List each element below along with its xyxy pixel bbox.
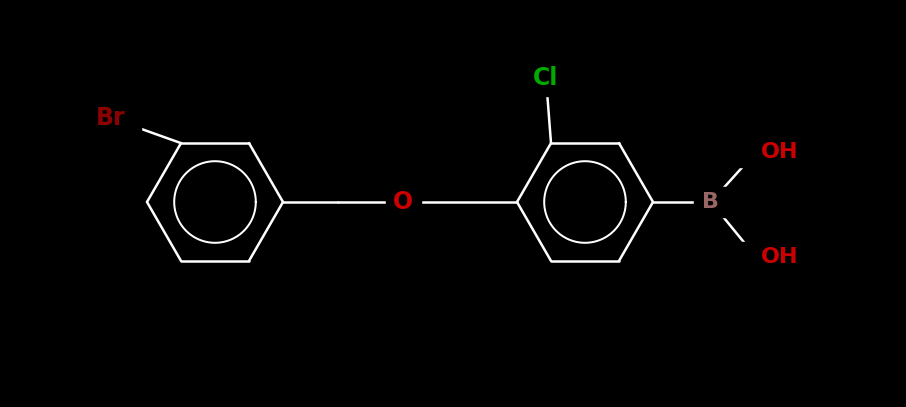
Bar — [693, 187, 728, 217]
Text: OH: OH — [761, 247, 798, 267]
Bar — [731, 242, 781, 272]
Text: Cl: Cl — [534, 66, 559, 90]
Text: B: B — [702, 192, 719, 212]
Bar — [81, 101, 141, 136]
Text: Br: Br — [96, 106, 126, 130]
Bar — [731, 137, 781, 167]
Bar — [385, 184, 420, 219]
Text: OH: OH — [761, 142, 798, 162]
Text: O: O — [393, 190, 413, 214]
Bar — [524, 61, 568, 96]
